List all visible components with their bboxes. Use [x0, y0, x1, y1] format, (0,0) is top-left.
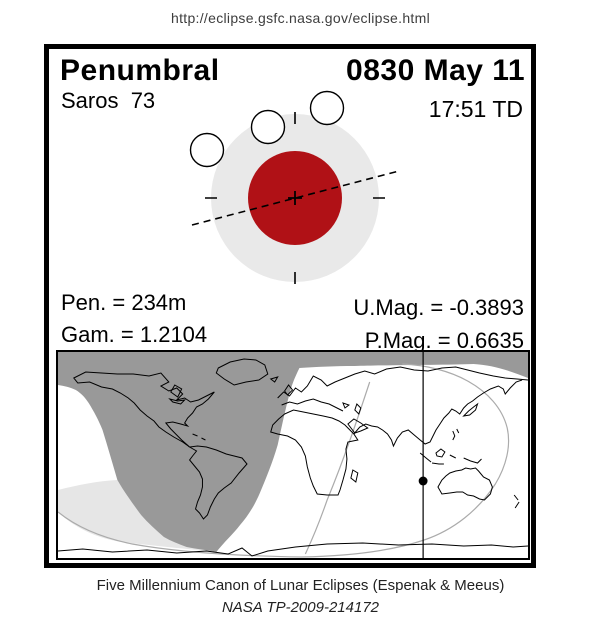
coastline-caribbean	[193, 434, 206, 440]
greatest-eclipse-time: 17:51 TD	[428, 96, 523, 122]
coastline-antarctica	[58, 543, 528, 556]
penumbral-duration-stat: Pen. = 234m	[61, 290, 187, 315]
coastlines-group	[58, 359, 528, 556]
gamma-stat: Gam. = 1.2104	[61, 322, 208, 347]
horizon-curve-p4	[305, 382, 369, 554]
coastline-africa	[271, 410, 358, 495]
moon-outline-contact2	[311, 92, 344, 125]
saros-series-label: Saros 73	[61, 88, 156, 113]
penumbral-magnitude-stat: P.Mag. = 0.6635	[364, 328, 524, 353]
coastline-indonesia	[420, 449, 481, 464]
greatest-eclipse-point	[418, 476, 428, 486]
coastline-caspian-black-sea	[343, 403, 361, 414]
coastline-australia	[438, 468, 492, 500]
coastline-north-america	[74, 372, 215, 447]
coastline-new-zealand	[514, 495, 519, 508]
eclipse-type-title: Penumbral	[60, 54, 220, 87]
coastline-eurasia-north	[278, 367, 528, 398]
footer-canon-title: Five Millennium Canon of Lunar Eclipses …	[96, 577, 505, 594]
coastline-hudson-bay	[171, 385, 182, 397]
coastline-great-lakes	[170, 399, 185, 404]
eclipse-date: 0830 May 11	[346, 54, 525, 87]
umbral-magnitude-stat: U.Mag. = -0.3893	[353, 295, 524, 320]
shadow-center-cross	[288, 191, 302, 205]
coastline-madagascar	[351, 470, 358, 482]
moon-outline-greatest	[252, 111, 285, 144]
horizon-curve-p1	[58, 364, 509, 557]
coastline-greenland	[216, 359, 267, 385]
source-url-caption: http://eclipse.gsfc.nasa.gov/eclipse.htm…	[171, 10, 430, 26]
coastline-mediterranean	[282, 399, 343, 411]
shadow-geometry-diagram	[49, 49, 531, 563]
visibility-map-frame	[56, 350, 530, 560]
title-row: Penumbral 0830 May 11	[60, 54, 525, 88]
coastline-south-america	[190, 446, 247, 519]
footer-report-id: NASA TP-2009-214172	[221, 599, 380, 616]
eclipse-figure-box: Penumbral 0830 May 11 Saros 73 17:51 TD …	[44, 44, 536, 568]
subtitle-row: Saros 73 17:51 TD	[61, 88, 523, 123]
shadow-axis-ticks	[205, 112, 385, 284]
map-not-visible-region	[58, 352, 528, 552]
coastline-philippines	[453, 429, 459, 440]
coastline-iceland	[271, 377, 278, 382]
visibility-world-map	[58, 352, 528, 558]
coastline-asia-south	[354, 380, 522, 446]
moon-outline-contact1	[191, 134, 224, 167]
coastline-japan	[464, 404, 478, 416]
